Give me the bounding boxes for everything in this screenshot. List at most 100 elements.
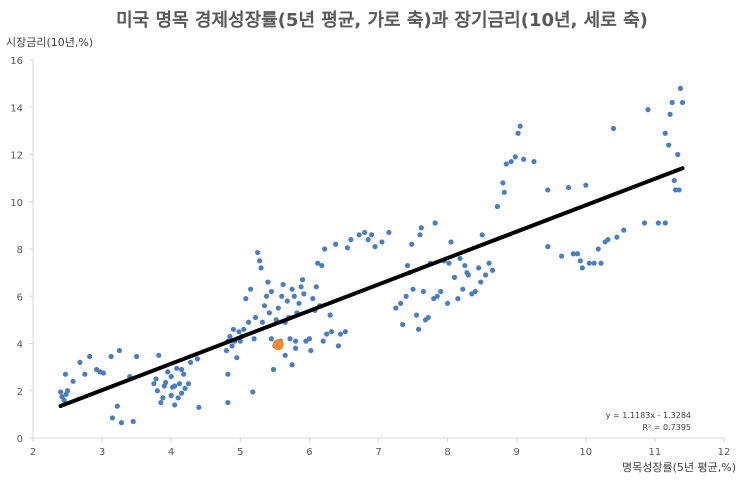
data-point	[275, 305, 281, 311]
data-point	[291, 293, 297, 299]
x-tick-label: 2	[30, 447, 36, 458]
data-points	[58, 85, 686, 426]
y-tick-label: 14	[10, 103, 23, 114]
data-point	[344, 245, 351, 251]
data-point	[172, 383, 178, 389]
data-point	[299, 277, 306, 283]
data-point	[614, 234, 620, 240]
data-point	[641, 220, 648, 226]
data-point	[268, 336, 274, 342]
data-point	[368, 232, 375, 238]
data-point	[531, 158, 537, 165]
data-point	[328, 329, 335, 335]
data-point	[579, 265, 585, 271]
trendline	[58, 166, 685, 408]
data-point	[500, 180, 506, 186]
data-point	[398, 300, 404, 306]
trendline-equation: y = 1.1183x - 1.3284	[606, 411, 691, 420]
data-point	[163, 379, 169, 386]
data-point	[655, 220, 661, 226]
data-point	[476, 265, 482, 271]
data-point	[230, 326, 236, 332]
data-point	[168, 373, 174, 380]
data-point	[489, 267, 496, 273]
data-point	[175, 395, 181, 401]
data-point	[250, 389, 256, 395]
data-point	[134, 353, 140, 360]
data-point	[662, 130, 668, 136]
data-point	[298, 284, 304, 290]
data-point	[677, 85, 684, 91]
data-point	[545, 244, 551, 250]
data-point	[679, 99, 686, 106]
data-point	[671, 177, 677, 184]
data-point	[327, 312, 333, 318]
data-point	[62, 371, 69, 377]
data-point	[254, 249, 261, 256]
data-point	[287, 336, 293, 342]
data-point	[225, 399, 231, 406]
data-point	[280, 281, 286, 288]
y-tick-label: 4	[17, 340, 23, 351]
data-point	[410, 286, 416, 292]
data-point	[178, 390, 185, 396]
data-point	[158, 399, 164, 406]
y-tick-label: 8	[17, 245, 23, 256]
data-point	[116, 347, 122, 354]
data-point	[252, 314, 259, 321]
data-point	[333, 241, 339, 247]
data-point	[227, 333, 233, 340]
data-point	[263, 293, 270, 299]
data-point	[306, 336, 312, 342]
x-tick-label: 12	[718, 447, 731, 458]
data-point	[662, 220, 668, 226]
data-point	[241, 326, 247, 332]
data-point	[667, 111, 673, 117]
data-point	[413, 312, 420, 318]
x-tick-label: 4	[168, 447, 174, 458]
data-point	[322, 246, 328, 252]
x-axis-label: 명목성장률(5년 평균,%)	[622, 461, 736, 474]
data-point	[308, 347, 314, 354]
data-point	[675, 151, 681, 158]
data-point	[645, 107, 651, 113]
chart-title: 미국 명목 경제성장률(5년 평균, 가로 축)과 장기금리(10년, 세로 축…	[116, 10, 648, 31]
data-point	[446, 260, 452, 266]
data-point	[348, 236, 354, 243]
data-point	[478, 279, 484, 285]
data-point	[483, 272, 489, 278]
data-point	[455, 296, 461, 302]
y-tick-label: 0	[17, 434, 23, 445]
data-point	[265, 279, 271, 285]
data-point	[417, 232, 423, 238]
data-point	[165, 369, 171, 375]
data-point	[310, 296, 316, 302]
data-point	[319, 262, 325, 269]
data-point	[445, 300, 451, 306]
data-point	[669, 99, 675, 106]
data-point	[289, 286, 295, 292]
data-point	[315, 260, 321, 266]
data-point	[153, 376, 159, 382]
data-point	[438, 288, 444, 295]
data-point	[666, 142, 672, 148]
data-point	[176, 381, 183, 387]
data-point	[372, 244, 378, 250]
data-point	[187, 359, 194, 365]
data-point	[465, 272, 471, 278]
y-tick-label: 6	[17, 292, 23, 303]
data-point	[130, 418, 136, 425]
data-point	[577, 258, 583, 264]
data-point	[151, 381, 157, 387]
data-point	[182, 385, 188, 391]
data-point	[512, 154, 518, 160]
data-point	[583, 182, 589, 188]
data-point	[70, 378, 76, 384]
data-point	[258, 265, 264, 271]
data-point	[545, 187, 551, 193]
data-point	[565, 184, 572, 191]
data-point	[586, 260, 592, 266]
data-point	[61, 397, 67, 403]
data-point	[108, 353, 114, 360]
